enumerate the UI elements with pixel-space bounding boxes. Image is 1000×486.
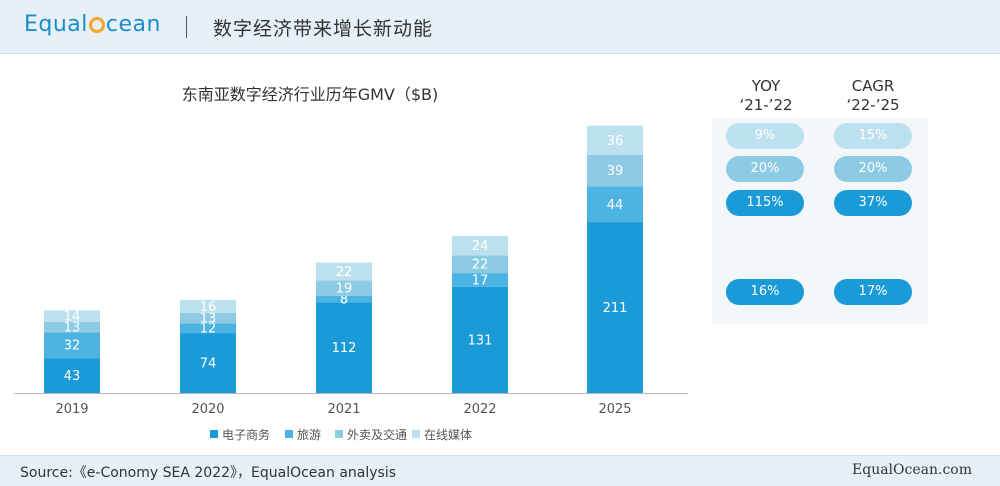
source-note: Source:《e-Conomy SEA 2022》，EqualOcean an… <box>20 465 396 481</box>
bar-2020-s2 <box>180 312 236 324</box>
bar-label-2020-s1: 12 <box>200 322 217 337</box>
bar-label-2025-s2: 39 <box>607 164 624 179</box>
bar-label-2020-s3: 16 <box>200 300 217 315</box>
legend-label-s1: 旅游 <box>297 428 321 442</box>
bar-2020-s1 <box>180 323 236 334</box>
bar-2022-s0 <box>452 286 508 393</box>
footer-brand: EqualOcean.com <box>852 462 972 478</box>
bar-label-2019-s0: 43 <box>64 369 81 384</box>
x-tick-2019: 2019 <box>55 402 88 417</box>
legend-label-s3: 在线媒体 <box>424 428 472 442</box>
bar-2021-s1 <box>316 295 372 303</box>
bar-label-2025-s0: 211 <box>603 301 628 316</box>
cagr-travel-pill: 37% <box>834 190 912 216</box>
bar-2025-s2 <box>587 154 643 187</box>
yoy-travel-pill: 115% <box>726 190 804 216</box>
bar-label-2025-s1: 44 <box>607 198 624 213</box>
bar-label-2021-s2: 19 <box>336 282 353 297</box>
bar-label-2020-s0: 74 <box>200 357 217 372</box>
bar-2020-s3 <box>180 299 236 313</box>
page-title: 数字经济带来增长新动能 <box>213 18 434 40</box>
bar-2019-s3 <box>44 310 100 322</box>
yoy-food-transport-pill: 20% <box>726 156 804 182</box>
cagr-header-period: ‘22-’25 <box>846 96 900 114</box>
bar-2020-s0 <box>180 333 236 393</box>
legend-swatch-s0 <box>210 430 218 438</box>
logo-o-circle-icon <box>88 17 105 33</box>
bar-2021-s0 <box>316 302 372 393</box>
legend-swatch-s1 <box>285 430 293 438</box>
bar-2025-s1 <box>587 186 643 223</box>
yoy-online-media-pill: 9% <box>726 123 804 149</box>
bar-label-2019-s2: 13 <box>64 320 81 335</box>
legend-swatch-s3 <box>412 430 420 438</box>
logo-text-end: cean <box>105 12 161 37</box>
x-tick-2025: 2025 <box>598 402 631 417</box>
x-tick-2020: 2020 <box>191 402 224 417</box>
bar-2019-s0 <box>44 358 100 393</box>
yoy-header: YOY ‘21-’22 <box>727 77 805 115</box>
bar-label-2022-s0: 131 <box>468 333 493 348</box>
page-footer: Source:《e-Conomy SEA 2022》，EqualOcean an… <box>0 455 1000 486</box>
bar-2022-s1 <box>452 273 508 287</box>
legend-swatch-s2 <box>335 430 343 438</box>
cagr-online-media-pill: 15% <box>834 123 912 149</box>
bar-label-2022-s2: 22 <box>472 258 489 273</box>
bar-label-2021-s0: 112 <box>332 341 357 356</box>
cagr-header: CAGR ‘22-’25 <box>834 77 912 115</box>
cagr-food-transport-pill: 20% <box>834 156 912 182</box>
bar-label-2020-s2: 13 <box>200 312 217 327</box>
legend-label-s2: 外卖及交通 <box>347 427 407 442</box>
chart-title: 东南亚数字经济行业历年GMV（$B) <box>182 85 439 104</box>
cagr-header-label: CAGR <box>851 77 895 95</box>
bar-label-2022-s1: 17 <box>472 274 489 289</box>
page-header: Equal cean 数字经济带来增长新动能 <box>0 0 1000 54</box>
bar-2025-s3 <box>587 125 643 155</box>
bar-label-2019-s3: 14 <box>64 310 81 325</box>
header-divider <box>186 16 187 38</box>
bar-label-2022-s3: 24 <box>472 239 489 254</box>
bar-2019-s2 <box>44 321 100 333</box>
bar-label-2019-s1: 32 <box>64 339 81 354</box>
stacked-bar-chart: 东南亚数字经济行业历年GMV（$B)4332131420197412131620… <box>14 85 688 442</box>
bar-2021-s3 <box>316 262 372 281</box>
bar-2022-s3 <box>452 235 508 256</box>
legend-label-s0: 电子商务 <box>222 427 270 442</box>
bar-label-2021-s3: 22 <box>336 265 353 280</box>
yoy-header-label: YOY <box>751 77 781 95</box>
x-tick-2022: 2022 <box>463 402 496 417</box>
x-tick-2021: 2021 <box>327 402 360 417</box>
bar-2025-s0 <box>587 222 643 393</box>
logo-text-start: Equal <box>24 12 88 37</box>
bar-2021-s2 <box>316 280 372 296</box>
bar-label-2021-s1: 8 <box>340 293 348 308</box>
bar-label-2025-s3: 36 <box>607 134 624 149</box>
cagr-ecommerce-pill: 17% <box>834 279 912 305</box>
bar-2022-s2 <box>452 255 508 274</box>
yoy-ecommerce-pill: 16% <box>726 279 804 305</box>
bar-2019-s1 <box>44 332 100 359</box>
yoy-header-period: ‘21-’22 <box>739 96 793 114</box>
equalocean-logo: Equal cean <box>24 12 161 37</box>
